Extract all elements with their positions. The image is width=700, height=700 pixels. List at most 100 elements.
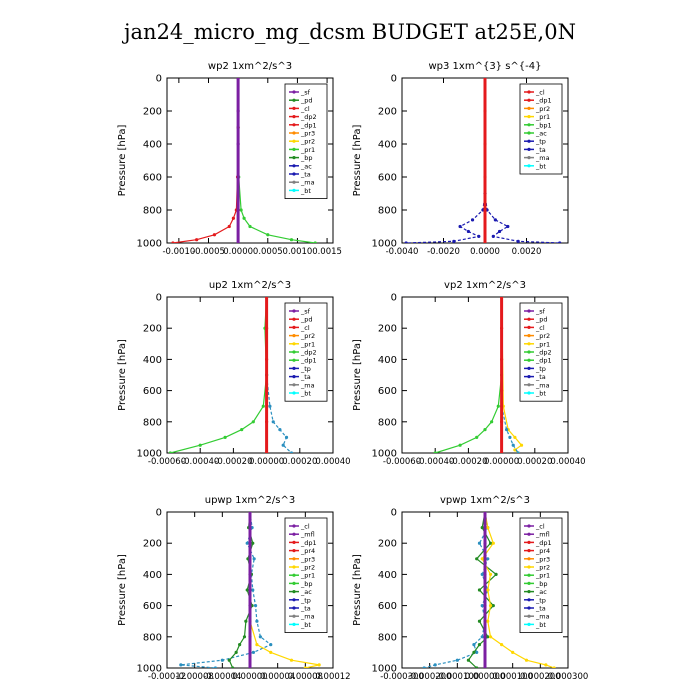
data-point <box>248 572 252 576</box>
data-point <box>483 512 487 514</box>
legend-marker <box>527 606 531 610</box>
data-point <box>483 604 487 608</box>
legend-marker <box>527 532 531 536</box>
data-point <box>486 619 490 623</box>
legend-label: _cl <box>535 89 545 97</box>
chart-panel-2: wp3 1xm^{3} s^{-4} Pressure [hPa] 0 200 400 6… <box>352 61 569 257</box>
legend-label: _cl <box>300 523 310 531</box>
data-point <box>500 357 504 361</box>
legend-marker <box>527 147 531 151</box>
legend-label: _pr4 <box>300 547 315 555</box>
data-point <box>261 404 265 408</box>
legend-marker <box>292 334 296 338</box>
data-point <box>252 557 256 561</box>
x-tick-label: -0.00004 <box>203 672 241 682</box>
legend-marker <box>527 565 531 569</box>
series-line-tp <box>423 512 489 668</box>
legend-marker <box>292 366 296 370</box>
chart-title: wp3 1xm^{3} s^{-4} <box>428 61 541 72</box>
legend-marker <box>527 334 531 338</box>
legend-label: _pr3 <box>300 130 315 138</box>
series-line-cl <box>172 78 239 243</box>
legend-label: _pr2 <box>300 332 315 340</box>
y-tick-label: 400 <box>143 355 162 366</box>
y-tick-label: 600 <box>143 386 162 397</box>
legend-label: _cl <box>535 324 545 332</box>
data-point <box>496 404 500 408</box>
legend-label: _ma <box>535 613 550 621</box>
legend-label: _dp2 <box>300 349 317 357</box>
x-tick-label: -0.0005 <box>192 247 225 257</box>
data-point <box>265 326 269 330</box>
chart-title: up2 1xm^2/s^3 <box>209 280 291 291</box>
y-tick-label: 0 <box>156 293 162 304</box>
legend-label: _dp2 <box>535 349 552 357</box>
y-tick-label: 400 <box>378 355 397 366</box>
legend-label: _sf <box>300 308 311 316</box>
x-tick-label: -0.0040 <box>386 247 419 257</box>
legend-label: _bp <box>300 580 313 588</box>
legend-marker <box>292 375 296 379</box>
data-point <box>236 241 240 243</box>
series-line-pr2 <box>501 297 523 453</box>
legend-marker <box>527 342 531 346</box>
legend-marker <box>292 188 296 192</box>
legend-marker <box>527 366 531 370</box>
data-point <box>284 435 289 439</box>
legend-marker <box>292 156 296 160</box>
data-point <box>513 435 517 439</box>
data-point <box>278 428 282 432</box>
data-point <box>483 241 487 243</box>
legend-marker <box>527 325 531 329</box>
legend-label: _cl <box>300 324 310 332</box>
x-tick-label: 0.0000 <box>470 247 500 257</box>
y-axis-label: Pressure [hPa] <box>117 125 128 197</box>
legend-marker <box>292 557 296 561</box>
data-point <box>251 588 255 592</box>
legend-label: _ta <box>300 373 311 381</box>
data-point <box>258 635 262 639</box>
plot-frame <box>166 77 334 244</box>
legend-label: _dp2 <box>300 113 317 121</box>
data-point <box>171 241 175 243</box>
chart-title: vpwp 1xm^2/s^3 <box>440 495 530 506</box>
x-tick-label: 0.00040 <box>315 457 350 467</box>
data-point <box>236 109 240 113</box>
data-point <box>317 663 321 667</box>
data-point <box>544 663 548 667</box>
data-point <box>242 635 247 639</box>
legend-label: _dp1 <box>535 357 552 365</box>
data-point <box>198 443 202 447</box>
y-tick-label: 0 <box>156 74 162 85</box>
x-tick-label: -0.000100 <box>436 672 480 682</box>
x-tick-label: -0.0010 <box>162 247 195 257</box>
data-point <box>493 218 497 222</box>
chart-panel-6: vpwp 1xm^2/s^3 Pressure [hPa] 0 200 400 600 80… <box>352 495 588 682</box>
data-point <box>289 238 294 242</box>
legend-label: _cl <box>300 105 310 113</box>
data-point <box>265 357 269 361</box>
legend-marker <box>527 309 531 313</box>
series-line-tp <box>500 297 519 453</box>
y-tick-label: 200 <box>378 539 397 550</box>
legend-label: _cl <box>535 523 545 531</box>
legend-label: _bp <box>535 580 548 588</box>
legend-label: _tp <box>300 365 311 373</box>
legend-marker <box>527 557 531 561</box>
data-point <box>497 229 502 234</box>
x-tick-label: 0.00040 <box>550 457 585 467</box>
data-point <box>223 435 227 439</box>
legend-marker <box>527 115 531 119</box>
plot-frame <box>166 296 334 454</box>
x-tick-label: -0.0020 <box>427 247 460 257</box>
data-point <box>466 229 470 234</box>
data-point <box>269 643 273 647</box>
legend-label: _ma <box>535 381 550 389</box>
legend-marker <box>292 350 296 354</box>
data-point <box>524 658 529 662</box>
data-point <box>486 588 490 592</box>
data-point <box>480 572 484 576</box>
legend-marker <box>292 391 296 395</box>
data-point <box>281 443 285 447</box>
y-tick-label: 1000 <box>372 664 397 675</box>
